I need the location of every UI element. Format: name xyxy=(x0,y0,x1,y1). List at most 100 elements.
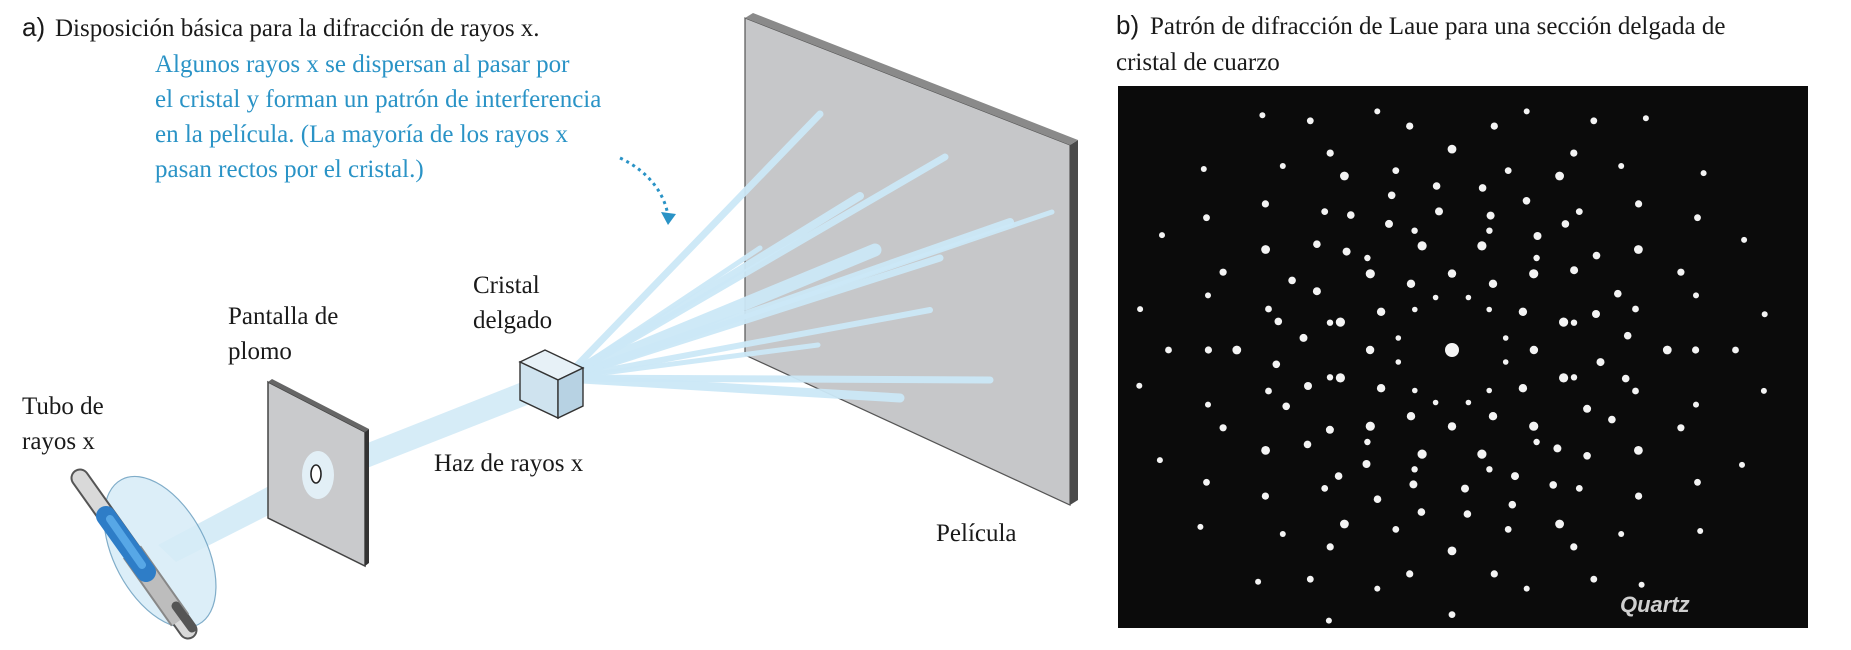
laue-spot xyxy=(1411,466,1418,473)
laue-spot xyxy=(1533,232,1542,240)
laue-spot xyxy=(1325,425,1334,434)
laue-spot xyxy=(1165,346,1172,354)
laue-spot xyxy=(1261,200,1269,208)
laue-spot xyxy=(1447,422,1457,431)
laue-spot xyxy=(1299,333,1308,342)
laue-spot xyxy=(1304,382,1312,390)
laue-spot xyxy=(1570,319,1578,326)
crystal-label-line-2: delgado xyxy=(473,307,552,334)
scattered-ray xyxy=(562,307,933,381)
laue-spot xyxy=(1197,523,1204,530)
panel-a-letter: a) xyxy=(22,12,45,42)
laue-spot xyxy=(1306,575,1314,583)
screen-label-line-2: plomo xyxy=(228,338,292,365)
laue-spot xyxy=(1374,585,1381,592)
laue-spot xyxy=(1303,440,1312,449)
laue-spot xyxy=(1465,399,1472,406)
laue-spot xyxy=(1219,424,1227,432)
laue-spot xyxy=(1321,485,1329,492)
note-arrow xyxy=(619,156,676,225)
laue-spot xyxy=(1274,317,1283,326)
laue-spot xyxy=(1137,306,1144,313)
laue-spot xyxy=(1448,611,1456,618)
panel-a-title: Disposición básica para la difracción de… xyxy=(55,15,540,42)
laue-spot xyxy=(1313,240,1321,248)
laue-spot xyxy=(1347,211,1355,219)
laue-spot xyxy=(1504,526,1512,533)
laue-spot xyxy=(1406,570,1414,578)
laue-spot xyxy=(1365,421,1375,431)
laue-spot xyxy=(1205,401,1211,408)
film-label: Película xyxy=(936,520,1017,547)
laue-spot xyxy=(1326,149,1334,157)
laue-spot xyxy=(1553,444,1562,453)
laue-spot xyxy=(1334,472,1343,480)
laue-spot xyxy=(1432,294,1439,301)
tube-label-line-1: Tubo de xyxy=(22,393,104,420)
scattered-ray xyxy=(562,342,821,381)
laue-spot xyxy=(1259,112,1266,119)
laue-spot xyxy=(1261,446,1270,455)
laue-spot xyxy=(1662,345,1672,355)
laue-spot xyxy=(1490,122,1498,130)
laue-spot xyxy=(1478,184,1487,192)
laue-spot xyxy=(1432,399,1439,406)
panel-b-title-line-1: Patrón de difracción de Laue para una se… xyxy=(1150,13,1725,40)
laue-spot xyxy=(1203,214,1210,222)
laue-spot xyxy=(1570,149,1578,157)
laue-spot xyxy=(1365,345,1375,355)
pinhole xyxy=(310,464,322,484)
laue-spot xyxy=(1570,543,1578,551)
laue-spot xyxy=(1364,254,1371,262)
laue-spot xyxy=(1508,500,1517,509)
laue-spot xyxy=(1549,481,1557,489)
laue-spot xyxy=(1614,289,1622,298)
scattered-ray xyxy=(561,153,949,382)
laue-spot xyxy=(1409,480,1418,489)
laue-spot xyxy=(1342,247,1351,256)
laue-spot xyxy=(1395,359,1402,365)
laue-spot xyxy=(1518,307,1528,316)
laue-spot xyxy=(1608,415,1616,424)
laue-spot xyxy=(1518,384,1528,393)
laue-spot xyxy=(1592,310,1600,318)
laue-spot xyxy=(1447,144,1457,154)
scattered-ray xyxy=(562,209,1055,381)
laue-spot xyxy=(1374,108,1381,115)
laue-spot xyxy=(1387,191,1396,200)
laue-spot xyxy=(1523,108,1530,115)
incident-beam-2 xyxy=(360,378,540,470)
laue-spot xyxy=(1523,585,1530,592)
laue-spot xyxy=(1417,241,1427,251)
note-line-3: en la película. (La mayoría de los rayos… xyxy=(155,121,569,148)
laue-spot xyxy=(1432,182,1441,190)
laue-spot xyxy=(1677,424,1685,432)
panel-b-letter: b) xyxy=(1116,10,1139,40)
laue-spot xyxy=(1486,466,1493,473)
laue-spot xyxy=(1376,384,1386,393)
tube-label-line-2: rayos x xyxy=(22,428,95,455)
laue-spot xyxy=(1325,617,1332,624)
laue-spot xyxy=(1732,346,1739,354)
laue-spot xyxy=(1365,269,1375,279)
laue-spot xyxy=(1392,526,1400,533)
laue-spot xyxy=(1677,268,1685,276)
laue-spot xyxy=(1533,254,1540,262)
crystal-label-line-1: Cristal xyxy=(473,272,540,299)
laue-spot xyxy=(1364,438,1371,446)
laue-spot xyxy=(1288,276,1296,285)
laue-spot xyxy=(1570,266,1579,275)
screen-label-line-1: Pantalla de xyxy=(228,303,338,330)
laue-spot xyxy=(1575,208,1583,216)
thin-crystal xyxy=(518,349,585,420)
laue-spot xyxy=(1486,306,1492,313)
laue-spot xyxy=(1529,269,1539,279)
laue-spot xyxy=(1204,346,1212,354)
laue-spot xyxy=(1760,387,1767,394)
laue-spot xyxy=(1522,197,1531,205)
laue-spot xyxy=(1618,531,1625,537)
laue-spot xyxy=(1694,214,1701,222)
laue-spot xyxy=(1486,211,1495,220)
note-line-4: pasan rectos por el cristal.) xyxy=(155,156,424,183)
laue-spot xyxy=(1634,245,1643,254)
